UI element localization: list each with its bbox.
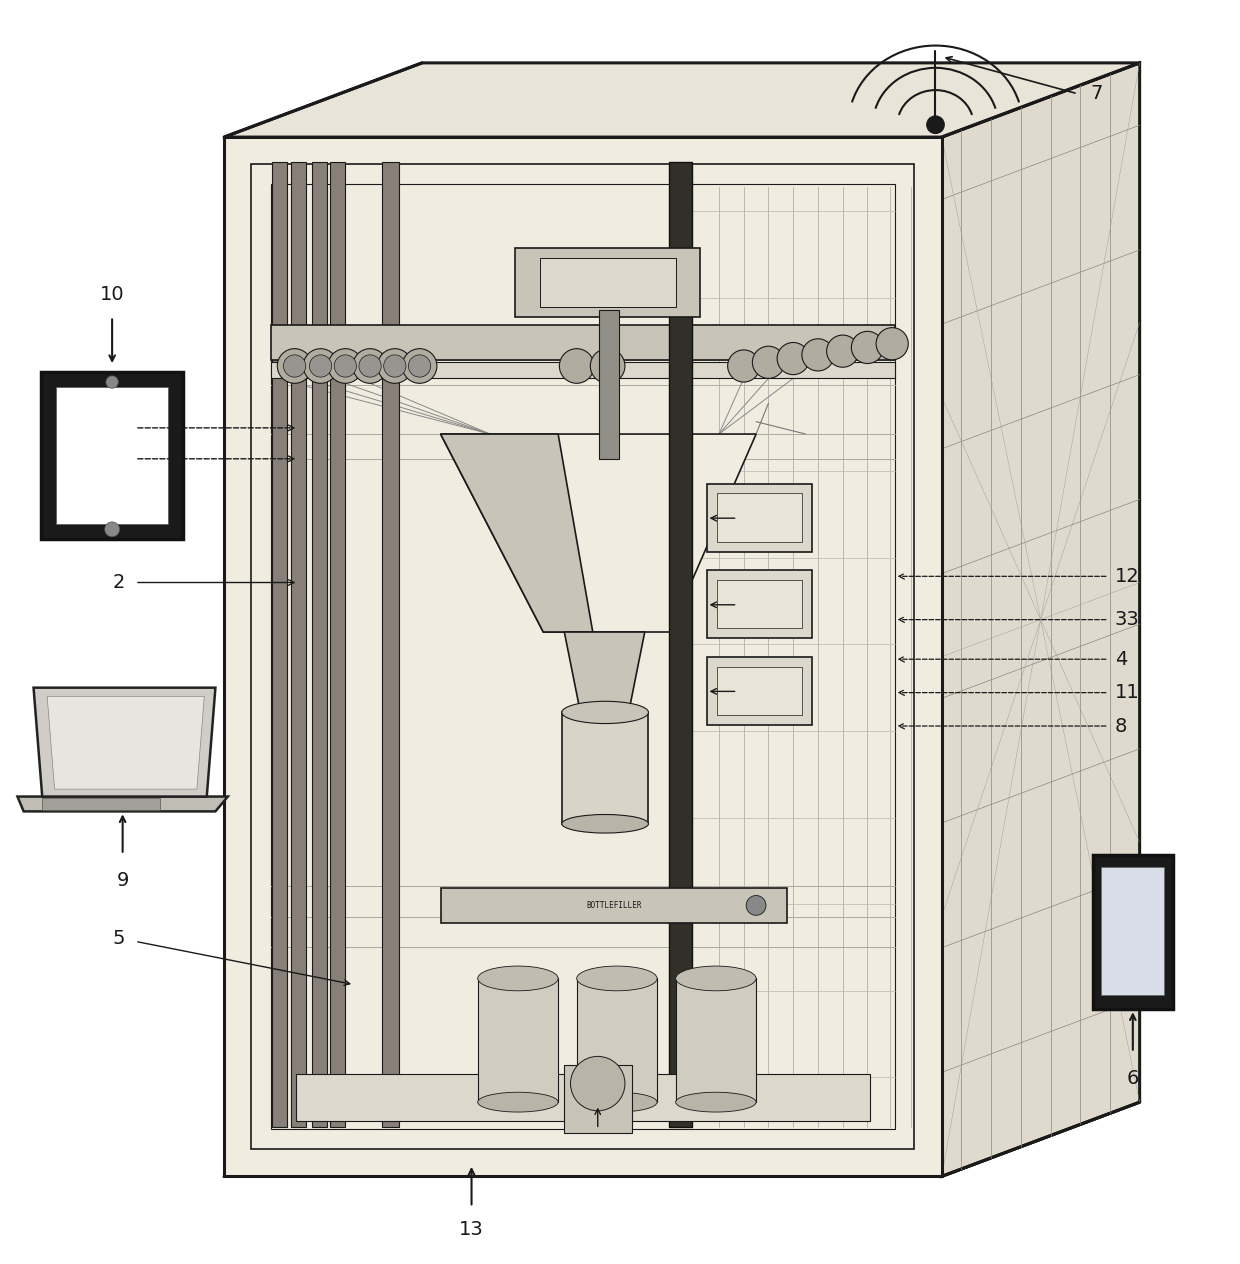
Bar xyxy=(539,258,676,307)
Text: 9: 9 xyxy=(117,871,129,890)
Bar xyxy=(562,713,649,824)
Bar xyxy=(291,162,306,1127)
Circle shape xyxy=(852,331,884,364)
Text: 5: 5 xyxy=(113,929,125,948)
Bar xyxy=(1092,854,1173,1010)
Circle shape xyxy=(827,335,859,368)
Ellipse shape xyxy=(577,1092,657,1112)
Bar xyxy=(577,978,657,1102)
Polygon shape xyxy=(224,137,941,1177)
Ellipse shape xyxy=(676,1092,756,1112)
Bar xyxy=(440,889,787,923)
Ellipse shape xyxy=(562,814,649,833)
Bar xyxy=(273,162,288,1127)
Polygon shape xyxy=(440,434,756,632)
Text: 6: 6 xyxy=(1127,1069,1140,1088)
Text: 4: 4 xyxy=(1115,650,1127,669)
Circle shape xyxy=(408,355,430,377)
Circle shape xyxy=(278,349,312,383)
Bar xyxy=(717,666,802,715)
Text: BOTTLEFILLER: BOTTLEFILLER xyxy=(587,901,641,910)
Circle shape xyxy=(753,346,785,378)
Circle shape xyxy=(570,1057,625,1111)
Circle shape xyxy=(284,355,306,377)
Bar xyxy=(296,1073,870,1121)
Ellipse shape xyxy=(676,966,756,991)
Circle shape xyxy=(310,355,332,377)
Circle shape xyxy=(590,349,625,383)
Circle shape xyxy=(926,116,944,134)
Bar xyxy=(42,798,160,810)
Circle shape xyxy=(329,349,362,383)
Circle shape xyxy=(559,349,594,383)
Ellipse shape xyxy=(562,702,649,723)
Bar xyxy=(564,1066,632,1133)
Circle shape xyxy=(104,522,119,537)
Bar xyxy=(676,978,756,1102)
Bar xyxy=(670,162,692,1127)
Bar xyxy=(272,363,895,378)
Text: 12: 12 xyxy=(1115,566,1140,585)
Text: 1: 1 xyxy=(113,418,125,437)
Bar xyxy=(515,249,701,316)
Bar xyxy=(1101,867,1164,995)
Circle shape xyxy=(377,349,412,383)
Polygon shape xyxy=(564,632,645,713)
Circle shape xyxy=(383,355,405,377)
Ellipse shape xyxy=(477,966,558,991)
Circle shape xyxy=(335,355,356,377)
Text: 8: 8 xyxy=(1115,717,1127,736)
Bar xyxy=(707,657,812,724)
Circle shape xyxy=(877,327,908,360)
Bar xyxy=(707,484,812,551)
Polygon shape xyxy=(33,688,216,796)
Bar xyxy=(272,325,895,360)
Circle shape xyxy=(105,375,118,388)
Bar xyxy=(56,387,169,525)
Bar xyxy=(707,570,812,638)
Text: 13: 13 xyxy=(459,1220,484,1239)
Ellipse shape xyxy=(477,1092,558,1112)
Polygon shape xyxy=(440,434,593,632)
Text: 33: 33 xyxy=(1115,611,1140,629)
Circle shape xyxy=(402,349,436,383)
Polygon shape xyxy=(224,63,1140,137)
Bar xyxy=(382,162,398,1127)
Polygon shape xyxy=(941,63,1140,1177)
Polygon shape xyxy=(17,796,228,811)
Bar xyxy=(477,978,558,1102)
Text: 10: 10 xyxy=(99,286,124,305)
Bar xyxy=(599,311,619,459)
Bar xyxy=(717,580,802,628)
Text: 7: 7 xyxy=(1090,85,1102,104)
Circle shape xyxy=(746,895,766,915)
Circle shape xyxy=(777,343,810,374)
Text: 2: 2 xyxy=(113,573,125,592)
Bar xyxy=(41,372,184,540)
Circle shape xyxy=(728,350,760,382)
Circle shape xyxy=(358,355,381,377)
Text: 11: 11 xyxy=(1115,683,1140,702)
Circle shape xyxy=(304,349,339,383)
Polygon shape xyxy=(224,1102,1140,1177)
Text: 3: 3 xyxy=(113,449,125,468)
Bar xyxy=(717,493,802,542)
Circle shape xyxy=(802,339,835,370)
Bar xyxy=(331,162,345,1127)
Polygon shape xyxy=(47,696,205,789)
Ellipse shape xyxy=(577,966,657,991)
Circle shape xyxy=(352,349,387,383)
Bar xyxy=(312,162,327,1127)
